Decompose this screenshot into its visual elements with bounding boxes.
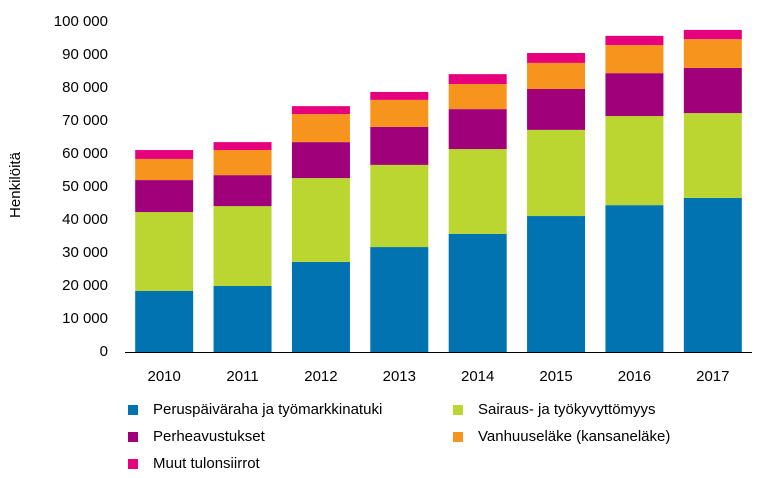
bar-segment (448, 84, 507, 110)
legend-label: Peruspäiväraha ja työmarkkinatuki (153, 401, 382, 418)
x-tick-label: 2014 (461, 368, 494, 385)
bar-segment (605, 45, 664, 74)
y-tick-label: 40 000 (62, 211, 108, 228)
bar-segment (370, 126, 429, 165)
y-axis-label: Henkilöitä (7, 151, 24, 218)
bar-segment (213, 142, 272, 151)
bar-segment (448, 74, 507, 85)
bar-segment (370, 99, 429, 127)
y-tick-label: 80 000 (62, 79, 108, 96)
bar-segment (370, 91, 429, 100)
bar-segment (135, 290, 194, 352)
bar-segment (683, 197, 742, 352)
bar-segment (370, 164, 429, 248)
y-tick-label: 70 000 (62, 112, 108, 129)
bar-segment (527, 53, 586, 63)
bar-segment (213, 286, 272, 352)
legend-swatch (453, 405, 463, 415)
legend-swatch (453, 432, 463, 442)
y-tick-label: 100 000 (54, 13, 108, 30)
y-tick-label: 30 000 (62, 244, 108, 261)
legend-swatch (128, 459, 138, 469)
bar-segment (213, 150, 272, 176)
bar-segment (683, 29, 742, 40)
y-tick-label: 60 000 (62, 145, 108, 162)
y-tick-label: 90 000 (62, 46, 108, 63)
x-tick-label: 2012 (304, 368, 337, 385)
bar-segment (605, 116, 664, 206)
y-tick-label: 0 (100, 343, 108, 360)
y-tick-label: 50 000 (62, 178, 108, 195)
bar-segment (135, 158, 194, 181)
bar-segment (448, 149, 507, 234)
bar-segment (213, 206, 272, 286)
legend-swatch (128, 432, 138, 442)
bar-segment (291, 106, 350, 115)
bar-segment (291, 142, 350, 179)
bar-segment (527, 129, 586, 217)
bar-segment (370, 247, 429, 352)
legend-label: Muut tulonsiirrot (153, 455, 261, 472)
bar-segment (683, 113, 742, 198)
bar-segment (135, 180, 194, 213)
y-tick-label: 10 000 (62, 310, 108, 327)
y-tick-label: 20 000 (62, 277, 108, 294)
bar-segment (448, 233, 507, 352)
bar-segment (527, 216, 586, 352)
x-tick-label: 2015 (539, 368, 572, 385)
legend-label: Sairaus- ja työkyvyttömyys (478, 401, 656, 418)
x-tick-label: 2011 (226, 368, 258, 385)
bar-segment (135, 150, 194, 159)
x-tick-label: 2016 (618, 368, 651, 385)
legend-label: Perheavustukset (153, 428, 266, 445)
bar-segment (605, 35, 664, 46)
legend-swatch (128, 405, 138, 415)
bar-segment (605, 73, 664, 117)
bar-segment (527, 88, 586, 130)
bar-segment (291, 114, 350, 143)
bar-segment (683, 39, 742, 68)
x-tick-label: 2013 (383, 368, 416, 385)
x-tick-label: 2017 (696, 368, 729, 385)
bar-segment (448, 109, 507, 150)
bar-segment (527, 62, 586, 89)
legend-label: Vanhuuseläke (kansaneläke) (478, 428, 670, 445)
x-tick-label: 2010 (148, 368, 181, 385)
bar-segment (291, 178, 350, 262)
bar-segment (605, 205, 664, 352)
bar-segment (213, 175, 272, 207)
bar-segment (135, 212, 194, 291)
bar-segment (291, 261, 350, 352)
bar-segment (683, 67, 742, 114)
